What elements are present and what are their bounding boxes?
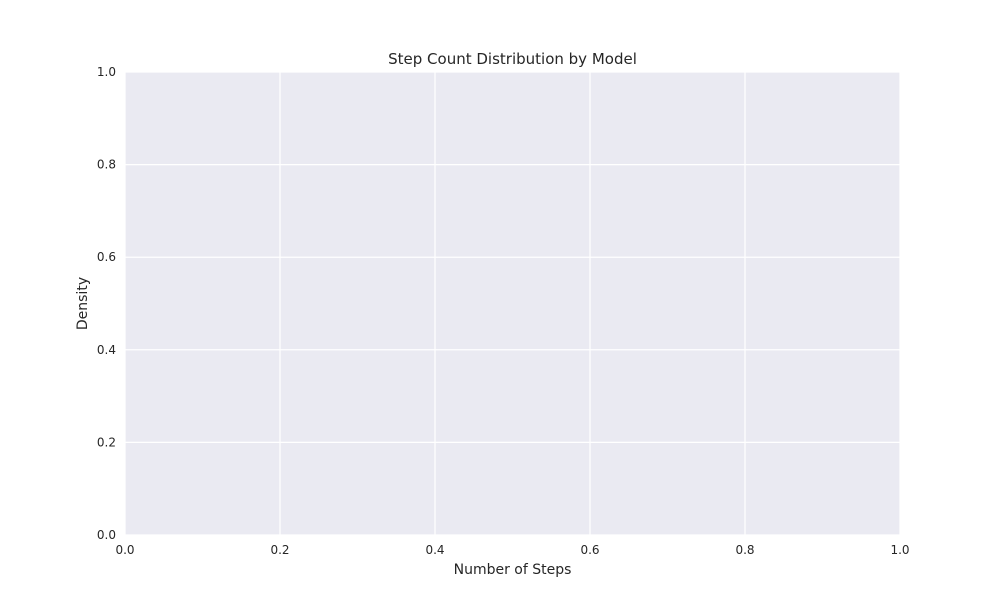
y-tick-label: 1.0 — [97, 65, 116, 79]
x-tick-label: 0.8 — [735, 543, 754, 557]
y-tick-label: 0.6 — [97, 250, 116, 264]
y-tick-labels: 0.0 0.2 0.4 0.6 0.8 1.0 — [97, 65, 116, 542]
y-tick-label: 0.4 — [97, 343, 116, 357]
x-tick-label: 0.6 — [580, 543, 599, 557]
x-tick-label: 0.0 — [115, 543, 134, 557]
x-tick-label: 1.0 — [890, 543, 909, 557]
y-axis-label: Density — [75, 277, 91, 330]
y-tick-label: 0.0 — [97, 528, 116, 542]
x-axis-label: Number of Steps — [454, 562, 572, 578]
plot-area — [125, 72, 900, 535]
x-tick-label: 0.2 — [270, 543, 289, 557]
y-tick-label: 0.8 — [97, 158, 116, 172]
y-tick-label: 0.2 — [97, 435, 116, 449]
x-tick-labels: 0.0 0.2 0.4 0.6 0.8 1.0 — [115, 543, 909, 557]
chart-title: Step Count Distribution by Model — [388, 50, 637, 68]
grid-lines — [124, 71, 901, 536]
x-tick-label: 0.4 — [425, 543, 444, 557]
